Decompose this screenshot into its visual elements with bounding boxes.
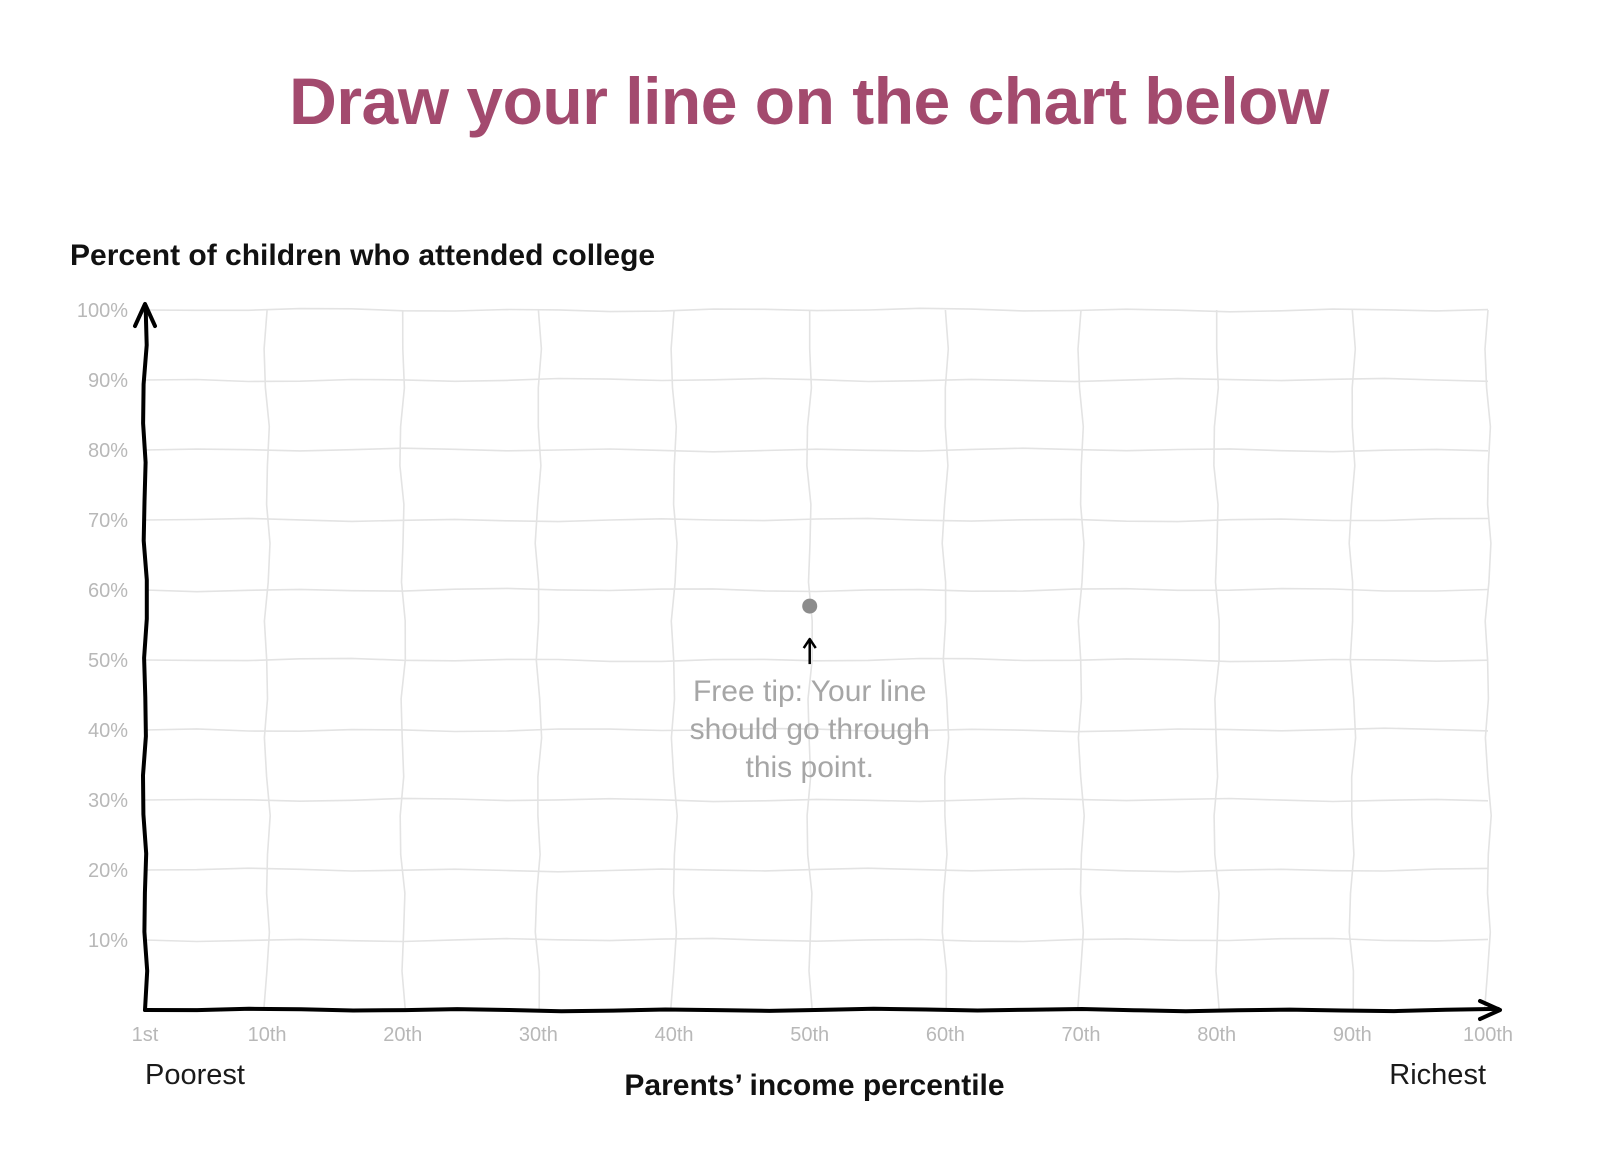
grid-line-vertical bbox=[1483, 309, 1493, 1011]
tip-text-line: Free tip: Your line bbox=[693, 675, 926, 708]
grid-line-horizontal bbox=[144, 307, 1489, 313]
grid-line-vertical bbox=[534, 309, 543, 1011]
page-title: Draw your line on the chart below bbox=[289, 64, 1329, 138]
chart-grid bbox=[144, 307, 1493, 1011]
chart-axes bbox=[133, 302, 1502, 1021]
x-tick-label: 90th bbox=[1333, 1024, 1372, 1046]
tip-text-line: this point. bbox=[746, 751, 874, 784]
tip-text-line: should go through bbox=[690, 713, 930, 746]
x-axis-end-labels: Poorest Richest bbox=[145, 1059, 1486, 1091]
grid-line-vertical bbox=[1348, 309, 1357, 1011]
arrow-right-icon bbox=[1478, 999, 1502, 1021]
grid-line-horizontal bbox=[144, 517, 1489, 523]
grid-line-vertical bbox=[263, 309, 272, 1011]
x-tick-label: 70th bbox=[1062, 1024, 1101, 1046]
y-tick-label: 40% bbox=[88, 720, 128, 742]
grid-line-vertical bbox=[941, 309, 950, 1011]
y-tick-label: 90% bbox=[88, 370, 128, 392]
grid-line-horizontal bbox=[144, 657, 1489, 663]
grid-line-vertical bbox=[399, 309, 407, 1011]
x-tick-label: 30th bbox=[519, 1024, 558, 1046]
grid-line-horizontal bbox=[144, 447, 1489, 453]
tick-labels: 10% 20% 30% 40% 50% 60% 70% 80% 90% 100% 1st 10th 20… bbox=[77, 300, 1513, 1046]
y-tick-label: 60% bbox=[88, 580, 128, 602]
grid-line-vertical bbox=[806, 310, 813, 1011]
grid-line-vertical bbox=[669, 309, 679, 1011]
x-tick-label: 10th bbox=[248, 1024, 287, 1046]
x-tick-label: 80th bbox=[1197, 1024, 1236, 1046]
x-axis-left-end-label: Poorest bbox=[145, 1059, 245, 1091]
grid-line-horizontal bbox=[144, 587, 1489, 593]
grid-line-horizontal bbox=[144, 797, 1489, 803]
grid-line-horizontal bbox=[144, 377, 1489, 383]
y-tick-label: 80% bbox=[88, 440, 128, 462]
grid-line-horizontal bbox=[144, 727, 1489, 733]
grid-line-horizontal bbox=[144, 937, 1489, 943]
hint-point bbox=[802, 598, 818, 614]
grid-line-vertical bbox=[1076, 309, 1086, 1011]
x-axis-title: Parents’ income percentile bbox=[624, 1069, 1004, 1102]
y-tick-label: 70% bbox=[88, 510, 128, 532]
arrow-up-icon bbox=[133, 302, 157, 328]
hint-annotation: Free tip: Your line should go through this… bbox=[690, 598, 930, 784]
y-tick-label: 50% bbox=[88, 650, 128, 672]
y-tick-label: 30% bbox=[88, 790, 128, 812]
grid-line-horizontal bbox=[144, 867, 1489, 873]
x-tick-label: 50th bbox=[790, 1024, 829, 1046]
x-tick-label: 60th bbox=[926, 1024, 965, 1046]
y-axis-title: Percent of children who attended college bbox=[70, 239, 655, 272]
grid-line-vertical bbox=[1213, 310, 1221, 1011]
x-tick-label: 40th bbox=[655, 1024, 694, 1046]
y-axis-line bbox=[141, 304, 150, 1012]
x-axis-line bbox=[143, 1006, 1500, 1014]
arrow-up-icon bbox=[802, 637, 817, 649]
y-tick-label: 10% bbox=[88, 930, 128, 952]
y-tick-label: 100% bbox=[77, 300, 128, 322]
y-tick-label: 20% bbox=[88, 860, 128, 882]
x-tick-label: 1st bbox=[132, 1024, 159, 1046]
x-tick-label: 20th bbox=[383, 1024, 422, 1046]
drawing-area[interactable] bbox=[145, 310, 1488, 1010]
x-axis-right-end-label: Richest bbox=[1389, 1059, 1486, 1091]
x-tick-label: 100th bbox=[1463, 1024, 1513, 1046]
